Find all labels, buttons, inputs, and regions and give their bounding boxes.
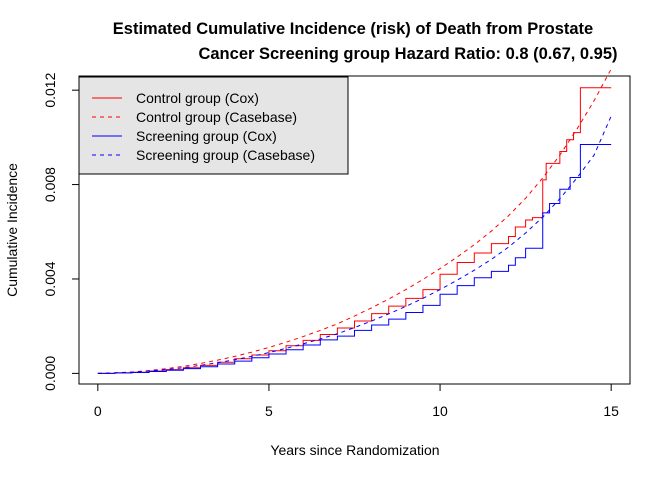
x-tick-label: 0	[94, 403, 102, 419]
legend: Control group (Cox) Control group (Caseb…	[78, 76, 349, 175]
series-line-1	[97, 87, 612, 374]
y-tick-label: 0.000	[42, 356, 58, 391]
legend-label-control-cox: Control group (Cox)	[136, 90, 259, 106]
x-axis: 0 5 10 15	[94, 383, 619, 419]
x-tick-label: 10	[432, 403, 448, 419]
legend-label-screening-casebase: Screening group (Casebase)	[136, 147, 315, 163]
x-tick-label: 15	[603, 403, 619, 419]
series-line-4	[97, 115, 612, 374]
y-tick-label: 0.004	[42, 261, 58, 296]
y-axis-label: Cumulative Incidence	[4, 163, 20, 297]
y-tick-label: 0.012	[42, 72, 58, 107]
series-line-2	[97, 68, 612, 374]
legend-label-control-casebase: Control group (Casebase)	[136, 109, 297, 125]
y-tick-label: 0.008	[42, 167, 58, 202]
legend-box	[78, 76, 349, 175]
chart-title-line-1: Estimated Cumulative Incidence (risk) of…	[113, 20, 593, 38]
legend-label-screening-cox: Screening group (Cox)	[136, 128, 277, 144]
plot-data	[97, 68, 612, 374]
x-axis-label: Years since Randomization	[270, 442, 439, 458]
y-axis: 0.000 0.004 0.008 0.012	[42, 72, 80, 391]
series-line-3	[97, 143, 612, 374]
x-tick-label: 5	[265, 403, 273, 419]
chart-title-line-2: Cancer Screening group Hazard Ratio: 0.8…	[198, 45, 617, 63]
